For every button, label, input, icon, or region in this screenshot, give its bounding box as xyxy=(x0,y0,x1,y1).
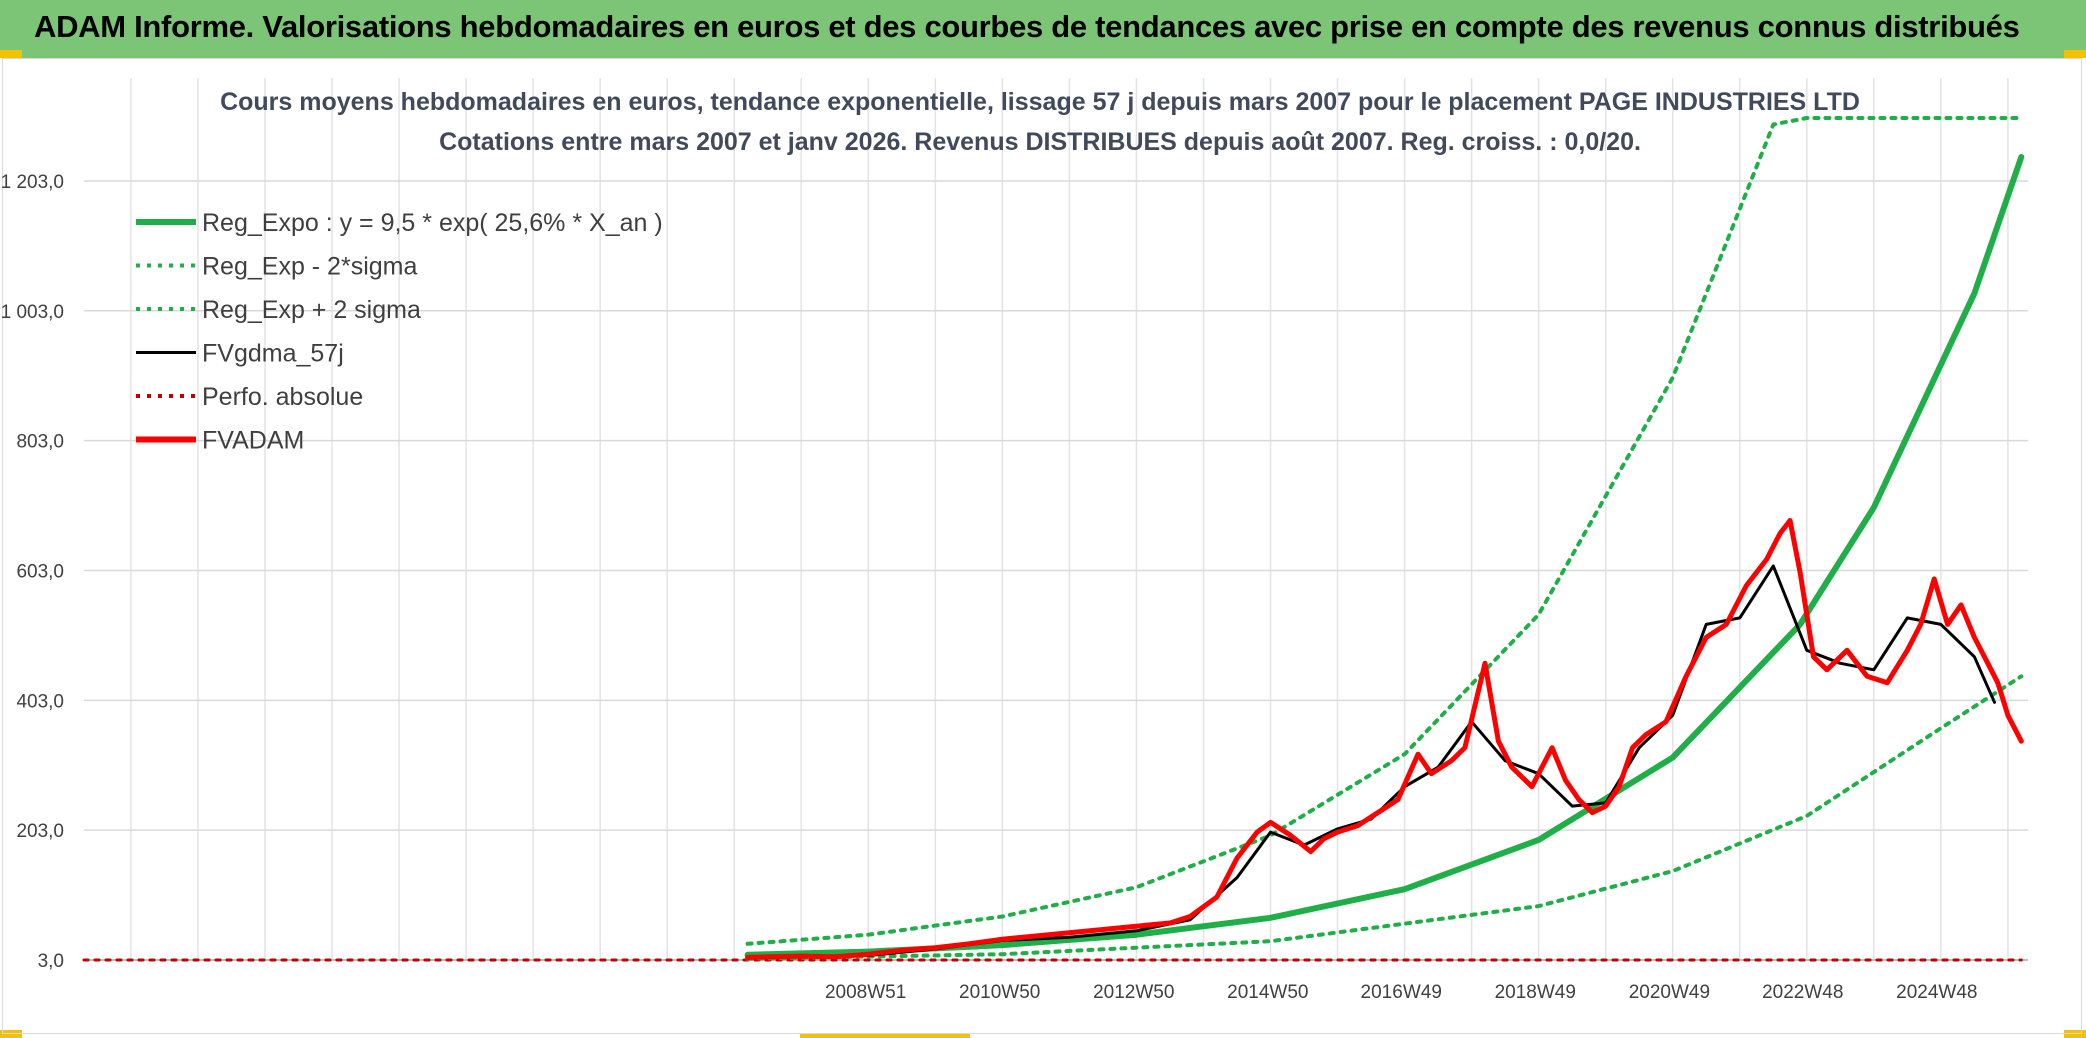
corner-marker-bottom-left xyxy=(0,1030,22,1038)
y-tick-label: 1 003,0 xyxy=(1,302,64,323)
legend-label: Reg_Expo : y = 9,5 * exp( 25,6% * X_an ) xyxy=(202,209,663,237)
legend-label: Reg_Exp - 2*sigma xyxy=(202,253,417,281)
y-tick-label: 203,0 xyxy=(16,821,64,842)
series-line-1 xyxy=(744,154,2025,958)
x-tick-label: 2010W50 xyxy=(959,982,1040,1003)
y-tick-label: 1 203,0 xyxy=(1,172,64,193)
y-tick-label: 3,0 xyxy=(38,951,64,972)
x-tick-label: 2020W49 xyxy=(1629,982,1710,1003)
legend-label: Perfo. absolue xyxy=(202,383,363,411)
corner-marker-top-right xyxy=(2064,50,2086,58)
series-line-2 xyxy=(745,674,2024,961)
series-line-3 xyxy=(745,116,2024,946)
x-tick-label: 2012W50 xyxy=(1093,982,1174,1003)
legend-label: FVgdma_57j xyxy=(202,340,344,368)
legend-label: Reg_Exp + 2 sigma xyxy=(202,296,421,324)
report-title: ADAM Informe. Valorisations hebdomadaire… xyxy=(34,9,2020,44)
chart-title-line-2: Cotations entre mars 2007 et janv 2026. … xyxy=(439,128,1641,156)
chart-frame xyxy=(2,58,2082,1034)
legend: Reg_Expo : y = 9,5 * exp( 25,6% * X_an )… xyxy=(136,209,663,455)
x-tick-label: 2008W51 xyxy=(825,982,906,1003)
corner-marker-bottom-right xyxy=(2064,1030,2086,1038)
x-tick-label: 2016W49 xyxy=(1361,982,1442,1003)
series-line-6 xyxy=(745,518,2024,960)
corner-marker-bottom-mid xyxy=(800,1034,970,1038)
corner-marker-top-left xyxy=(0,50,22,58)
report-banner: ADAM Informe. Valorisations hebdomadaire… xyxy=(0,0,2086,58)
x-tick-label: 2014W50 xyxy=(1227,982,1308,1003)
x-tick-label: 2018W49 xyxy=(1495,982,1576,1003)
y-tick-label: 803,0 xyxy=(16,432,64,453)
series-layer xyxy=(82,116,2025,962)
chart-title-line-1: Cours moyens hebdomadaires en euros, ten… xyxy=(220,88,1860,116)
y-tick-label: 403,0 xyxy=(16,691,64,712)
x-tick-label: 2024W48 xyxy=(1896,982,1977,1003)
x-tick-label: 2022W48 xyxy=(1762,982,1843,1003)
chart-title: Cours moyens hebdomadaires en euros, ten… xyxy=(220,88,1860,156)
y-tick-label: 603,0 xyxy=(16,561,64,582)
legend-label: FVADAM xyxy=(202,427,304,455)
